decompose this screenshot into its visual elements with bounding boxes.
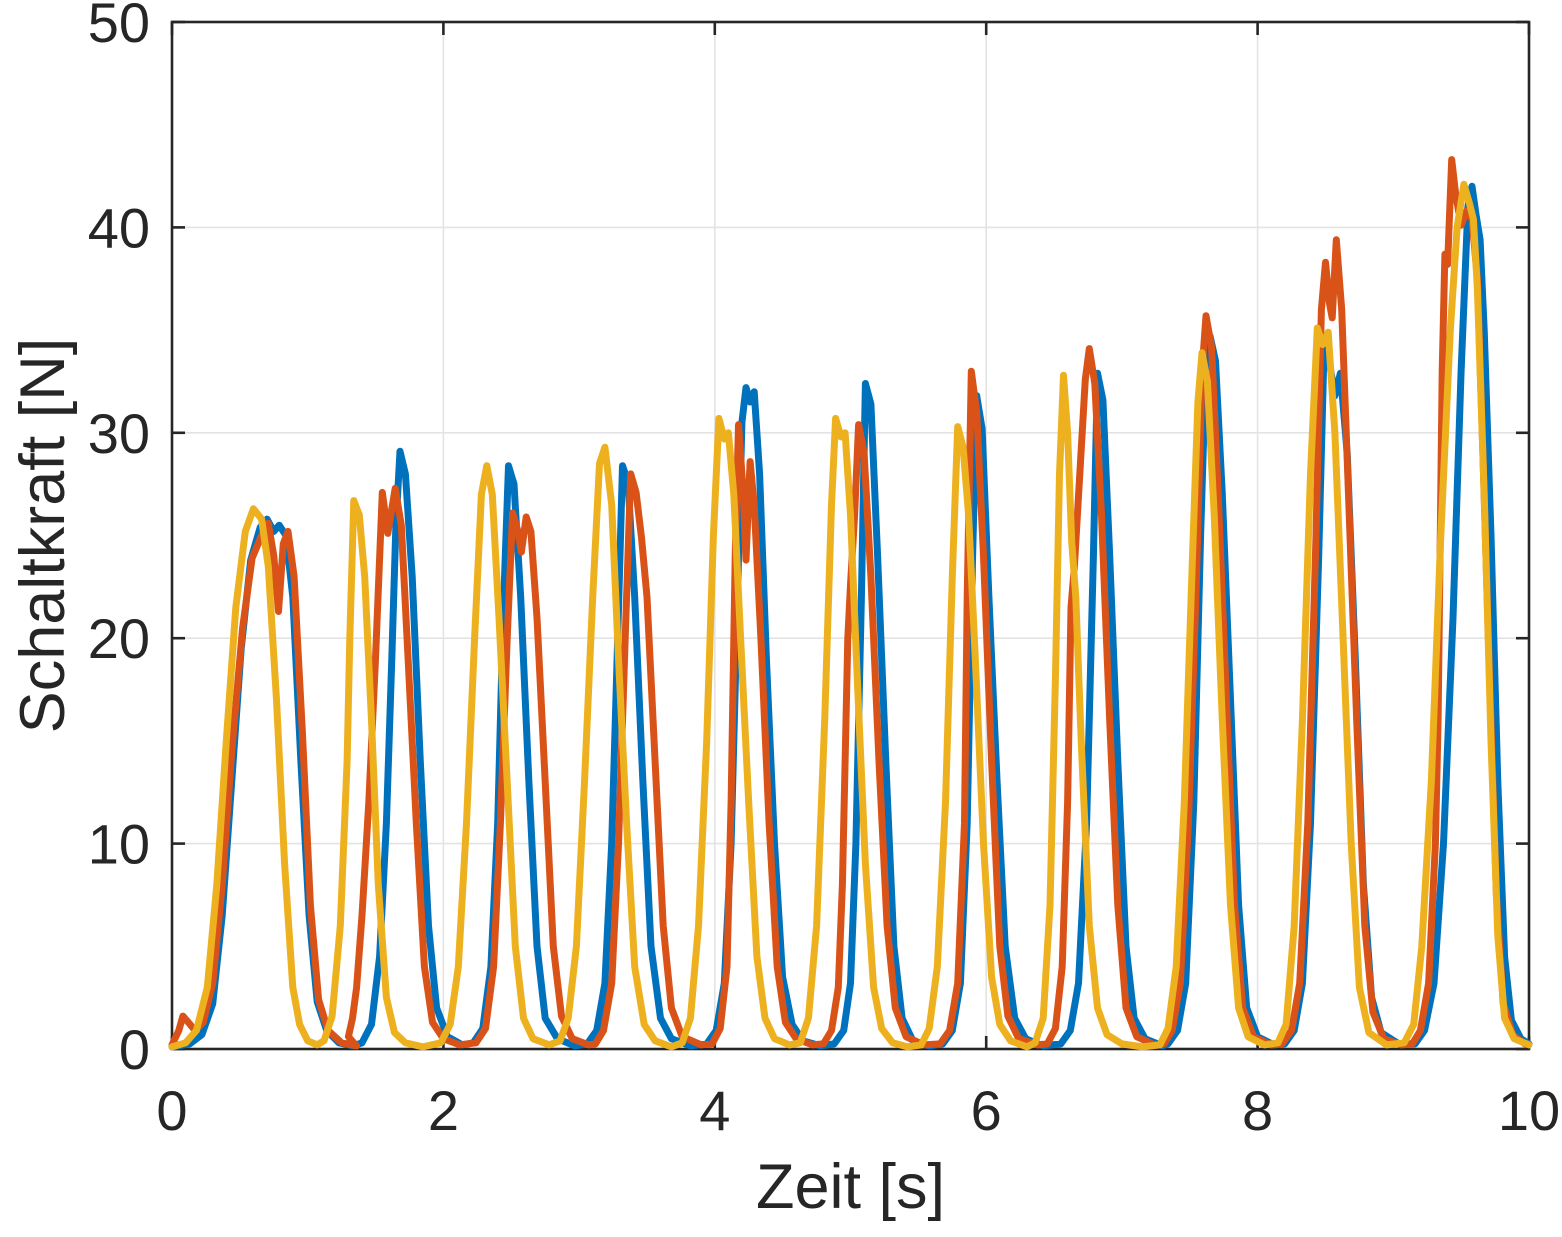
x-axis-label: Zeit [s] [755,1152,946,1222]
orange-series-line [168,156,1529,1050]
x-tick-label: 4 [699,1079,730,1142]
y-tick-label: 10 [88,813,150,876]
y-tick-label: 50 [88,0,150,54]
x-tick-label: 6 [971,1079,1002,1142]
x-tick-label: 10 [1498,1079,1560,1142]
x-tick-label: 2 [428,1079,459,1142]
yellow-series-line [168,180,1533,1051]
axes-box [170,20,1531,1051]
y-axis-label: Schaltkraft [N] [8,337,78,734]
y-tick-label: 30 [88,402,150,465]
x-tick-label: 8 [1242,1079,1273,1142]
y-tick-label: 20 [88,607,150,670]
y-tick-label: 0 [119,1018,150,1081]
x-tick-label: 0 [156,1079,187,1142]
y-tick-label: 40 [88,196,150,259]
